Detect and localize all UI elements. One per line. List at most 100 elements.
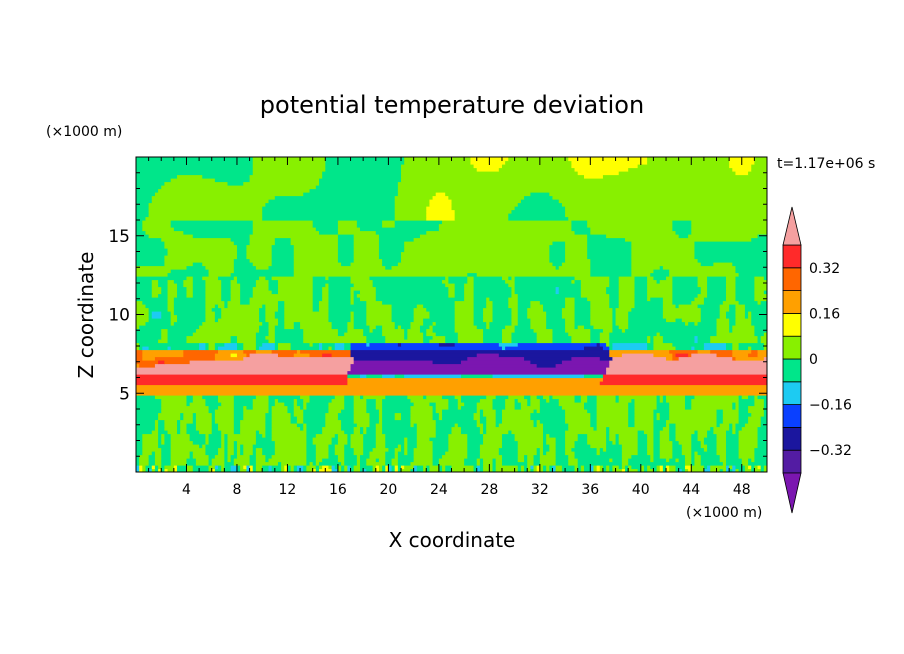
field-cell	[230, 454, 238, 459]
field-cell	[274, 311, 285, 316]
field-cell	[262, 451, 276, 456]
field-cell	[748, 419, 762, 424]
field-cell	[328, 300, 352, 305]
field-cell	[180, 426, 188, 431]
field-cell	[158, 433, 162, 438]
field-cell	[464, 461, 478, 466]
field-cell	[653, 353, 673, 358]
field-cell	[243, 405, 248, 410]
field-cell	[186, 465, 194, 470]
field-cell	[536, 419, 541, 424]
field-cell	[584, 402, 598, 407]
field-cell	[590, 339, 601, 344]
field-cell	[246, 353, 251, 358]
field-cell	[136, 258, 165, 263]
field-cell	[653, 458, 667, 463]
field-cell	[375, 430, 383, 435]
field-cell	[492, 311, 513, 316]
field-cell	[259, 318, 266, 323]
field-cell	[148, 346, 169, 351]
field-cell	[363, 328, 371, 333]
field-cell	[669, 426, 677, 431]
field-cell	[334, 451, 345, 456]
field-cell	[161, 237, 232, 242]
field-cell	[186, 339, 232, 344]
field-cell	[328, 465, 333, 470]
field-cell	[703, 465, 708, 470]
field-cell	[382, 423, 412, 428]
field-cell	[653, 437, 661, 442]
field-cell	[669, 458, 677, 463]
field-cell	[404, 328, 408, 333]
field-cell	[328, 402, 345, 407]
field-cell	[265, 304, 279, 309]
field-cell	[593, 426, 598, 431]
field-cell	[252, 164, 326, 169]
field-cell	[139, 458, 150, 463]
field-cell	[337, 458, 345, 463]
field-cell	[394, 374, 405, 379]
field-cell	[265, 458, 270, 463]
field-cell	[205, 444, 222, 449]
field-cell	[375, 458, 380, 463]
field-cell	[729, 164, 752, 169]
field-cell	[722, 409, 740, 414]
field-cell	[508, 304, 519, 309]
field-cell	[214, 419, 235, 424]
colorbar-bin	[782, 335, 802, 360]
field-cell	[151, 286, 162, 291]
field-cell	[612, 328, 623, 333]
field-cell	[296, 419, 304, 424]
field-cell	[725, 433, 740, 438]
field-cell	[511, 293, 519, 298]
field-cell	[672, 227, 692, 232]
field-cell	[719, 458, 727, 463]
field-cell	[748, 353, 759, 358]
x-tick-label: 16	[329, 482, 347, 498]
field-cell	[410, 419, 437, 424]
field-cell	[565, 325, 576, 330]
field-cell	[350, 262, 383, 267]
field-cell	[214, 409, 235, 414]
field-cell	[366, 398, 377, 403]
field-cell	[221, 468, 225, 472]
field-cell	[694, 335, 699, 340]
field-cell	[394, 412, 402, 417]
field-cell	[530, 360, 563, 365]
field-cell	[136, 321, 147, 326]
field-cell	[748, 458, 752, 463]
field-cell	[202, 262, 235, 267]
field-cell	[751, 167, 767, 172]
field-cell	[378, 419, 383, 424]
field-cell	[533, 454, 541, 459]
field-cell	[609, 342, 613, 347]
field-cell	[277, 353, 295, 358]
field-cell	[568, 426, 595, 431]
field-cell	[221, 437, 225, 442]
field-cell	[350, 314, 355, 319]
field-cell	[309, 461, 314, 466]
field-cell	[271, 423, 298, 428]
field-cell	[751, 318, 767, 323]
field-cell	[634, 409, 655, 414]
field-cell	[177, 430, 181, 435]
field-cell	[136, 223, 143, 228]
field-cell	[432, 195, 449, 200]
field-cell	[574, 325, 579, 330]
field-cell	[517, 458, 525, 463]
field-cell	[268, 328, 276, 333]
field-cell	[543, 437, 547, 442]
field-cell	[360, 465, 374, 470]
field-cell	[596, 447, 601, 452]
field-cell	[277, 461, 282, 466]
field-cell	[590, 262, 632, 267]
field-cell	[255, 440, 276, 445]
field-cell	[271, 437, 307, 442]
field-cell	[666, 458, 670, 463]
field-cell	[602, 465, 607, 470]
field-cell	[672, 223, 692, 228]
field-cell	[177, 419, 181, 424]
field-cell	[539, 451, 544, 456]
field-cell	[473, 307, 484, 312]
field-cell	[618, 297, 636, 302]
